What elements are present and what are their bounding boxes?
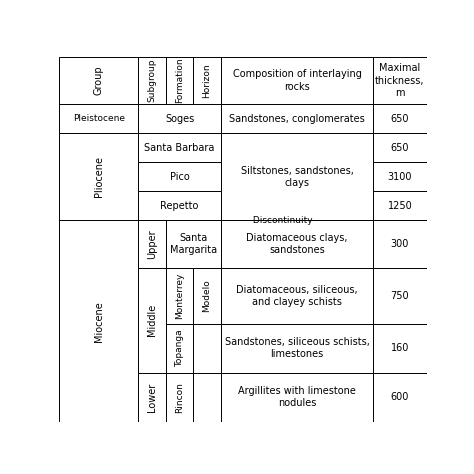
Text: Lower: Lower: [147, 383, 157, 412]
Bar: [374, 324, 427, 373]
Bar: [166, 373, 193, 422]
Text: Sandstones, conglomerates: Sandstones, conglomerates: [229, 114, 365, 124]
Text: Pleistocene: Pleistocene: [73, 114, 125, 123]
Bar: [193, 373, 221, 422]
Bar: [166, 57, 193, 104]
Bar: [138, 220, 166, 268]
Text: Modelo: Modelo: [202, 279, 211, 312]
Bar: [374, 163, 427, 191]
Bar: [166, 324, 193, 373]
Text: 1250: 1250: [388, 201, 412, 211]
Text: Group: Group: [94, 66, 104, 95]
Text: Formation: Formation: [175, 58, 184, 103]
Bar: [59, 57, 138, 104]
Text: 160: 160: [391, 343, 409, 353]
Text: Topanga: Topanga: [175, 329, 184, 367]
Text: Miocene: Miocene: [94, 301, 104, 342]
Bar: [138, 104, 221, 133]
Bar: [193, 57, 221, 104]
Text: Sandstones, siliceous schists,
limestones: Sandstones, siliceous schists, limestone…: [225, 337, 370, 359]
Bar: [374, 268, 427, 324]
Bar: [374, 57, 427, 104]
Bar: [221, 104, 374, 133]
Bar: [59, 133, 138, 220]
Text: — Discontinuity —: — Discontinuity —: [241, 216, 324, 225]
Bar: [221, 373, 374, 422]
Text: 650: 650: [391, 114, 409, 124]
Text: Repetto: Repetto: [160, 201, 199, 211]
Bar: [138, 373, 166, 422]
Text: Subgroup: Subgroup: [147, 59, 156, 102]
Text: Santa Barbara: Santa Barbara: [145, 143, 215, 153]
Bar: [166, 220, 221, 268]
Text: Diatomaceous, siliceous,
and clayey schists: Diatomaceous, siliceous, and clayey schi…: [237, 284, 358, 307]
Text: Maximal
thickness,
m: Maximal thickness, m: [375, 63, 425, 98]
Bar: [138, 133, 221, 163]
Bar: [59, 104, 138, 133]
Bar: [138, 163, 221, 191]
Text: Siltstones, sandstones,
clays: Siltstones, sandstones, clays: [241, 166, 354, 188]
Text: Composition of interlaying
rocks: Composition of interlaying rocks: [233, 70, 362, 92]
Bar: [221, 220, 374, 268]
Bar: [374, 191, 427, 220]
Text: Upper: Upper: [147, 229, 157, 259]
Text: 3100: 3100: [388, 172, 412, 182]
Text: Diatomaceous clays,
sandstones: Diatomaceous clays, sandstones: [246, 233, 348, 255]
Text: 750: 750: [391, 291, 409, 301]
Bar: [138, 191, 221, 220]
Text: Pliocene: Pliocene: [94, 156, 104, 198]
Text: Pico: Pico: [170, 172, 190, 182]
Text: Horizon: Horizon: [202, 64, 211, 98]
Text: Rincon: Rincon: [175, 382, 184, 413]
Bar: [221, 57, 374, 104]
Bar: [374, 220, 427, 268]
Bar: [374, 373, 427, 422]
Text: Santa
Margarita: Santa Margarita: [170, 233, 217, 255]
Text: 650: 650: [391, 143, 409, 153]
Text: Soges: Soges: [165, 114, 194, 124]
Text: Monterrey: Monterrey: [175, 273, 184, 319]
Text: Argillites with limestone
nodules: Argillites with limestone nodules: [238, 386, 356, 409]
Bar: [138, 57, 166, 104]
Text: 300: 300: [391, 239, 409, 249]
Bar: [59, 220, 138, 422]
Text: 600: 600: [391, 392, 409, 402]
Bar: [193, 324, 221, 373]
Bar: [166, 268, 193, 324]
Bar: [221, 268, 374, 324]
Text: Middle: Middle: [147, 304, 157, 337]
Bar: [221, 324, 374, 373]
Bar: [221, 133, 374, 220]
Bar: [138, 268, 166, 373]
Bar: [374, 133, 427, 163]
Bar: [374, 104, 427, 133]
Bar: [193, 268, 221, 324]
